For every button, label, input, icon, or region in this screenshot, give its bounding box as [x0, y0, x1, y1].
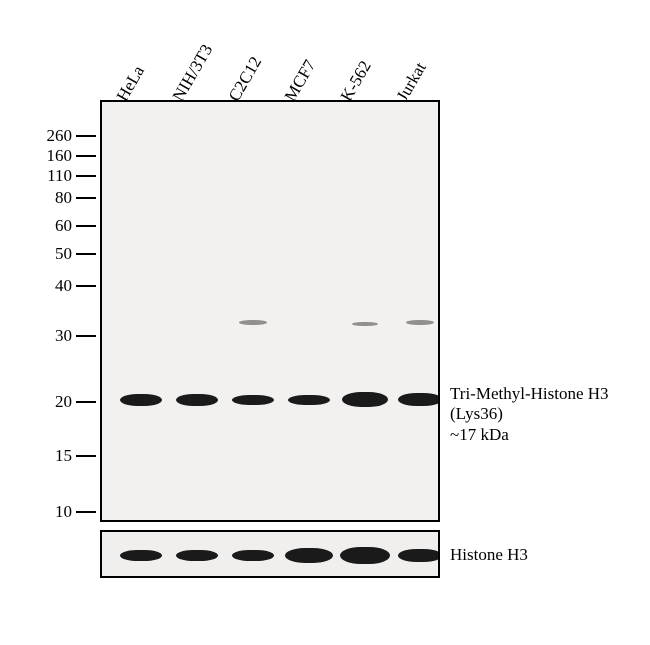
loading-label: Histone H3 [450, 545, 528, 565]
mw-tick [76, 335, 96, 337]
mw-tick [76, 155, 96, 157]
blot-band [176, 550, 218, 561]
mw-tick [76, 455, 96, 457]
lane-label: MCF7 [281, 57, 321, 105]
blot-band [398, 393, 440, 406]
lane-label: Jurkat [393, 59, 431, 105]
blot-band [176, 394, 218, 406]
blot-band [120, 394, 162, 406]
blot-band [340, 547, 390, 564]
western-blot-figure: HeLa NIH/3T3 C2C12 MCF7 K-562 Jurkat 260… [0, 0, 650, 645]
lane-label: K-562 [337, 57, 376, 105]
mw-tick [76, 401, 96, 403]
lane-label: NIH/3T3 [169, 41, 217, 105]
blot-band [232, 395, 274, 405]
blot-band [232, 550, 274, 561]
blot-band-secondary [406, 320, 434, 325]
mw-tick [76, 225, 96, 227]
blot-band-secondary [352, 322, 378, 326]
lane-label: HeLa [113, 62, 149, 105]
mw-tick [76, 511, 96, 513]
mw-tick [76, 135, 96, 137]
blot-band [398, 549, 440, 562]
target-label-line2: ~17 kDa [450, 425, 650, 445]
blot-band [285, 548, 333, 563]
blot-band-secondary [239, 320, 267, 325]
target-label: Tri-Methyl-Histone H3 (Lys36) ~17 kDa [450, 384, 650, 445]
loading-blot-panel [100, 530, 440, 578]
target-label-line1: Tri-Methyl-Histone H3 (Lys36) [450, 384, 650, 425]
lane-label: C2C12 [225, 53, 266, 105]
mw-tick [76, 175, 96, 177]
main-blot-panel [100, 100, 440, 522]
blot-band [342, 392, 388, 407]
lane-labels-container: HeLa NIH/3T3 C2C12 MCF7 K-562 Jurkat [112, 15, 452, 105]
mw-tick [76, 285, 96, 287]
mw-tick [76, 197, 96, 199]
blot-band [288, 395, 330, 405]
mw-tick [76, 253, 96, 255]
blot-band [120, 550, 162, 561]
